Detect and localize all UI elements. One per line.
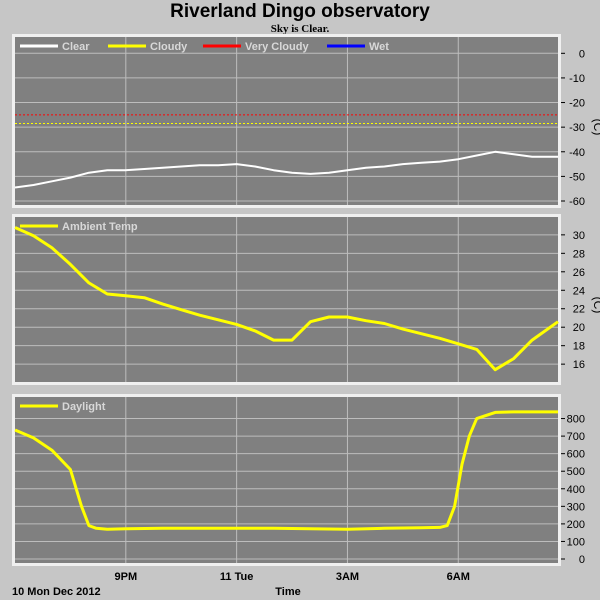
x-tick-label: 9PM bbox=[115, 571, 138, 583]
legend-label: Ambient Temp bbox=[62, 221, 138, 233]
y-tick-label: 400 bbox=[567, 484, 585, 496]
series-line bbox=[14, 150, 558, 189]
y-tick-label: -60 bbox=[569, 196, 585, 208]
y-tick-label: 22 bbox=[573, 304, 585, 316]
series-line bbox=[14, 410, 558, 531]
y-tick-label: 26 bbox=[573, 267, 585, 279]
y-tick-label: 500 bbox=[567, 466, 585, 478]
y-tick-label: 200 bbox=[567, 519, 585, 531]
daylight-panel: 0 100 200 300 400 500 600 700 800 Daylight 9PM 11 T… bbox=[12, 394, 585, 583]
x-axis-label: Time bbox=[275, 586, 300, 598]
y-tick-label: 700 bbox=[567, 431, 585, 443]
y-tick-label: 16 bbox=[573, 359, 585, 371]
legend-label: Wet bbox=[369, 41, 389, 53]
plot-area bbox=[15, 37, 558, 205]
y-tick-label: -20 bbox=[569, 98, 585, 110]
x-tick-label: 11 Tue bbox=[220, 571, 253, 583]
legend-label: Daylight bbox=[62, 401, 106, 413]
y-tick-label: 0 bbox=[579, 48, 585, 60]
y-tick-label: 18 bbox=[573, 341, 585, 353]
sky-status-subtitle: Sky is Clear. bbox=[270, 23, 330, 35]
y-tick-label: 28 bbox=[573, 248, 585, 260]
y-tick-label: -40 bbox=[569, 147, 585, 159]
y-tick-label: 800 bbox=[567, 414, 585, 426]
y-tick-label: 600 bbox=[567, 449, 585, 461]
y-tick-label: 24 bbox=[573, 285, 585, 297]
ambient-temp-panel: 16 18 20 22 24 26 28 30 Ambient Temp (C) bbox=[12, 214, 600, 385]
y-tick-label: 30 bbox=[573, 230, 585, 242]
y-unit-label: (C) bbox=[591, 119, 600, 136]
legend-label: Clear bbox=[62, 41, 90, 53]
y-tick-label: -10 bbox=[569, 73, 585, 85]
legend-label: Very Cloudy bbox=[245, 41, 309, 53]
y-unit-label: (C) bbox=[591, 297, 600, 314]
y-tick-label: 20 bbox=[573, 322, 585, 334]
y-tick-label: -30 bbox=[569, 122, 585, 134]
plot-area bbox=[15, 397, 558, 563]
y-tick-label: 300 bbox=[567, 501, 585, 513]
page-title: Riverland Dingo observatory bbox=[170, 1, 430, 22]
y-tick-label: 100 bbox=[567, 536, 585, 548]
legend-label: Cloudy bbox=[150, 41, 188, 53]
series-line bbox=[14, 226, 559, 372]
y-tick-label: 0 bbox=[579, 554, 585, 566]
x-tick-label: 6AM bbox=[447, 571, 470, 583]
date-label: 10 Mon Dec 2012 bbox=[12, 586, 101, 598]
sky-temp-panel: 0 -10 -20 -30 -40 -50 -60 Clear Cloudy Very Cloud… bbox=[12, 34, 600, 208]
plot-area bbox=[15, 217, 558, 382]
y-tick-label: -50 bbox=[569, 171, 585, 183]
x-tick-label: 3AM bbox=[336, 571, 359, 583]
